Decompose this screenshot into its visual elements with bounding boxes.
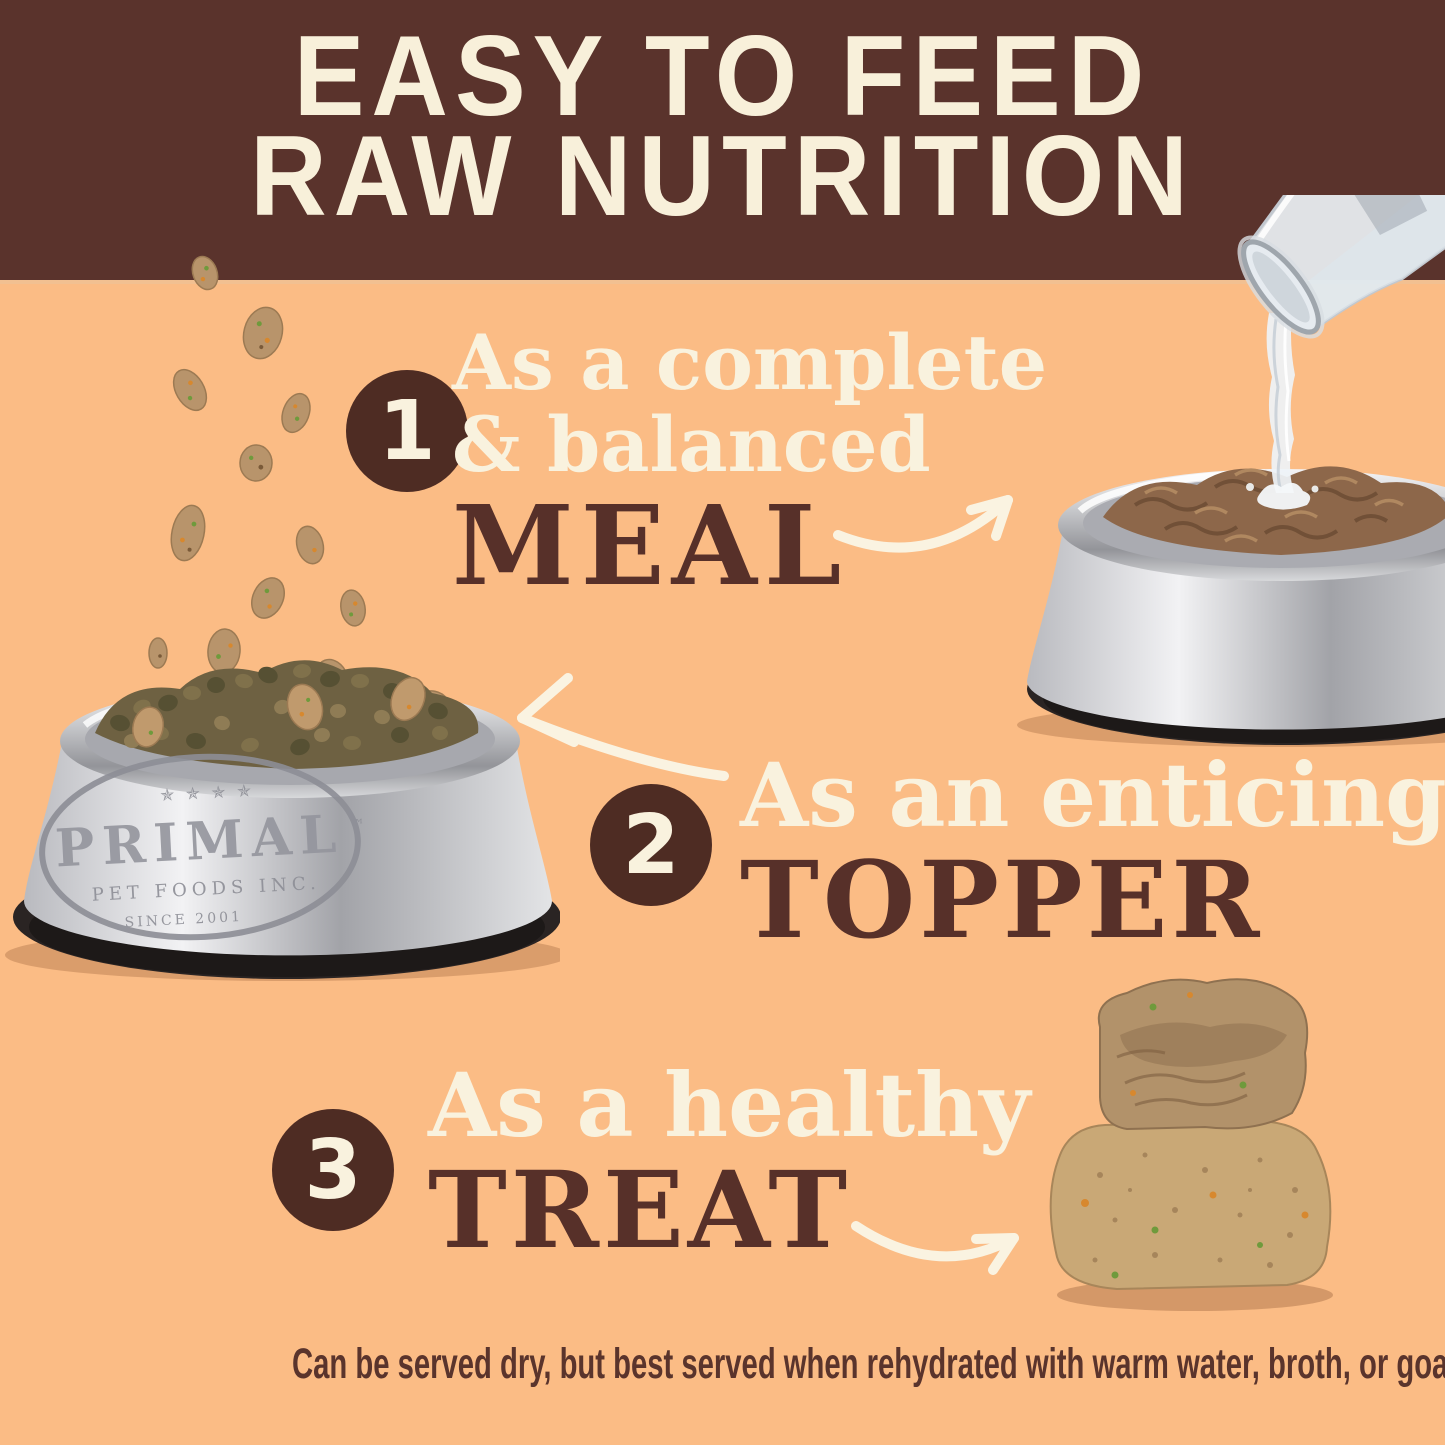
treat-cube-bottom <box>1049 1119 1332 1291</box>
step-1-keyword: MEAL <box>452 481 849 610</box>
step-2-topper: As an enticing TOPPER <box>740 748 1445 956</box>
footnote-text: Can be served dry, but best served when … <box>291 1340 1445 1388</box>
step-3-number-badge: 3 <box>272 1109 394 1231</box>
footnote: Can be served dry, but best served when … <box>0 1340 1445 1389</box>
step-2-lead-line-1: As an enticing <box>740 743 1445 847</box>
treat-cube-top <box>1097 978 1309 1131</box>
meal-bowl-body <box>1027 529 1445 730</box>
step-1-lead-line-1: As a complete <box>452 318 1048 407</box>
step-3-number: 3 <box>304 1122 362 1218</box>
step-2-number-badge: 2 <box>590 784 712 906</box>
bowl-logo-stars: ✯ ✯ ✯ ✯ <box>160 781 255 806</box>
step-2-number: 2 <box>622 797 680 893</box>
bowl-logo-brand: PRIMAL <box>54 803 346 879</box>
water-bottle-illustration <box>1237 195 1445 339</box>
treat-nuggets-illustration <box>1049 978 1333 1311</box>
step-1-number: 1 <box>378 383 436 479</box>
step-1-lead-line-2: & balanced <box>452 400 931 489</box>
step-3-keyword: TREAT <box>428 1147 852 1272</box>
logo-oval <box>39 753 361 941</box>
water-splash <box>1257 482 1311 510</box>
meal-bowl-illustration <box>1017 195 1445 747</box>
bowl-body <box>24 742 552 956</box>
step-3-lead-line-1: As a healthy <box>428 1053 1031 1157</box>
water-stream <box>1246 313 1319 510</box>
step-2-keyword: TOPPER <box>740 837 1264 962</box>
page-title: EASY TO FEED RAW NUTRITION <box>0 0 1445 233</box>
kibble-texture <box>95 660 479 769</box>
header-banner: EASY TO FEED RAW NUTRITION <box>0 0 1445 284</box>
raw-pieces-on-kibble <box>131 676 426 748</box>
kibble-bowl-illustration: ✯ ✯ ✯ ✯ PRIMAL ™ PET FOODS INC. SINCE 20… <box>5 255 560 981</box>
bowl-logo-since: SINCE 2001 <box>124 909 243 931</box>
bowl-logo-trademark: ™ <box>349 815 366 835</box>
headline-line-2: RAW NUTRITION <box>250 112 1195 240</box>
step-1-number-badge: 1 <box>346 370 468 492</box>
step-1-meal: As a complete & balanced MEAL <box>452 322 1047 602</box>
headline-line-1: EASY TO FEED <box>293 12 1152 140</box>
step-3-treat: As a healthy TREAT <box>428 1058 1030 1266</box>
primal-bowl-logo: ✯ ✯ ✯ ✯ PRIMAL ™ PET FOODS INC. SINCE 20… <box>39 753 366 941</box>
